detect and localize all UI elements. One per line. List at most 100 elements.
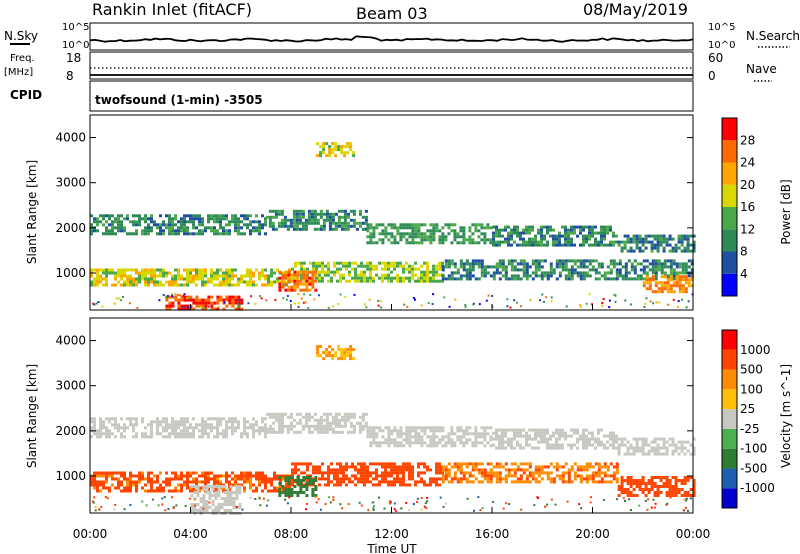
heatmap-cell [689,443,693,447]
heatmap-cell [564,480,568,484]
heatmap-cell [144,477,147,481]
heatmap-cell [645,259,649,263]
heatmap-cell [531,437,534,441]
heatmap-cell [387,432,391,436]
heatmap-cell [289,427,293,431]
heatmap-cell [135,214,138,218]
heatmap-cell [180,429,183,433]
heatmap-cell [435,267,438,271]
heatmap-cell [480,232,484,236]
heatmap-cell [216,277,219,281]
heatmap-cell [462,235,466,239]
heatmap-cell [313,427,317,431]
heatmap-cell [198,423,201,427]
heatmap-cell [299,491,303,494]
heatmap-cell [429,270,432,274]
heatmap-cell [462,238,466,242]
heatmap-cell [231,214,234,218]
heatmap-cell [284,273,288,277]
heatmap-cell [564,231,567,235]
heatmap-cell [108,420,111,424]
heatmap-cell [399,483,402,487]
heatmap-cell [129,280,132,284]
heatmap-cell [346,224,350,228]
x-tick-label: 12:00 [374,527,409,541]
heatmap-cell [520,508,523,511]
heatmap-cell [333,477,336,481]
heatmap-cell [653,482,657,485]
heatmap-cell [258,271,261,275]
heatmap-cell [423,441,427,445]
heatmap-cell [366,468,369,472]
heatmap-cell [387,471,390,475]
heatmap-cell [246,480,249,484]
heatmap-cell [658,301,661,304]
heatmap-cell [306,465,309,469]
heatmap-cell [510,428,513,432]
heatmap-cell [231,295,235,299]
heatmap-cell [342,471,345,475]
heatmap-cell [153,280,156,284]
heatmap-cell [278,476,282,479]
heatmap-cell [165,480,168,484]
heatmap-cell [525,468,529,472]
heatmap-cell [141,500,144,503]
heatmap-cell [186,420,189,424]
heatmap-cell [96,432,99,436]
heatmap-cell [390,468,393,472]
heatmap-cell [234,214,237,218]
heatmap-cell [132,426,135,430]
heatmap-cell [408,468,411,472]
heatmap-cell [334,227,338,231]
heatmap-cell [549,234,552,238]
heatmap-cell [174,280,177,284]
heatmap-cell [474,477,478,481]
heatmap-cell [608,299,611,302]
heatmap-cell [375,483,378,487]
heatmap-cell [381,273,384,277]
heatmap-cell [168,307,172,311]
heatmap-cell [114,277,117,281]
heatmap-cell [671,440,675,444]
heatmap-cell [540,228,543,232]
heatmap-cell [274,227,278,231]
heatmap-cell [340,145,344,149]
heatmap-cell [390,264,393,268]
heatmap-cell [456,241,460,245]
heatmap-cell [231,426,234,430]
heatmap-cell [316,212,320,216]
heatmap-cell [525,262,529,266]
heatmap-cell [573,225,576,229]
heatmap-cell [459,462,463,466]
heatmap-cell [402,232,406,236]
heatmap-cell [555,237,558,241]
heatmap-cell [627,277,631,281]
heatmap-cell [653,476,657,479]
heatmap-cell [546,271,550,275]
heatmap-cell [636,262,640,266]
heatmap-cell [399,465,402,469]
heatmap-cell [159,226,162,230]
heatmap-cell [540,259,544,263]
heatmap-cell [135,486,138,490]
heatmap-cell [393,441,397,445]
heatmap-cell [243,280,246,284]
heatmap-cell [258,220,261,224]
heatmap-cell [671,437,675,441]
heatmap-cell [479,509,482,511]
heatmap-cell [334,354,338,358]
heatmap-cell [645,278,649,282]
heatmap-cell [305,482,309,485]
heatmap-cell [102,423,105,427]
heatmap-cell [435,441,439,445]
heatmap-cell [325,351,329,355]
heatmap-cell [423,279,426,283]
heatmap-cell [683,479,687,482]
heatmap-cell [516,277,520,281]
heatmap-cell [519,477,523,481]
heatmap-cell [96,474,99,478]
heatmap-cell [689,494,693,497]
heatmap-cell [333,474,336,478]
heatmap-cell [162,294,165,296]
heatmap-cell [609,431,612,435]
